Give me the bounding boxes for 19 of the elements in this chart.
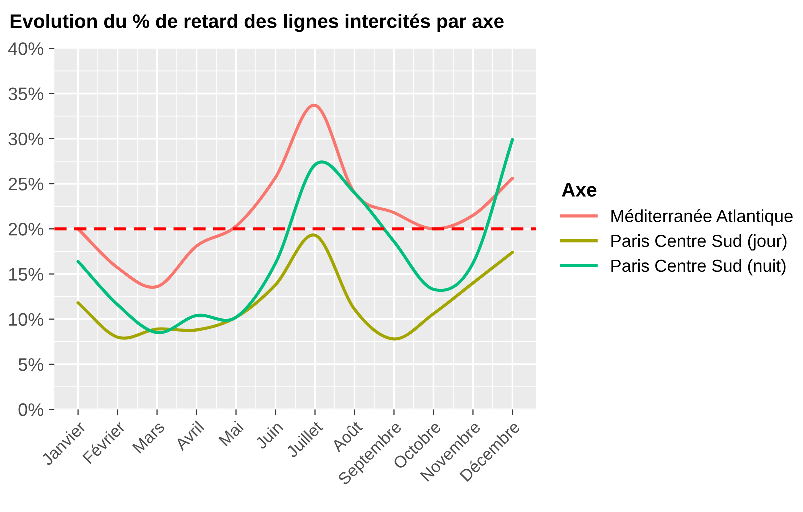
y-tick-label: 25% — [8, 178, 44, 191]
x-tick-label: Juin — [254, 420, 284, 450]
y-tick-label: 0% — [18, 404, 44, 416]
y-tick-label: 5% — [18, 358, 44, 372]
line-series — [76, 138, 514, 334]
legend-label: Paris Centre Sud (nuit) — [612, 259, 786, 276]
line-series — [76, 104, 514, 289]
y-tick-label: 20% — [8, 223, 44, 236]
legend-label: Paris Centre Sud (jour) — [612, 234, 787, 251]
y-tick-label: 15% — [9, 268, 44, 281]
legend-title: Axe — [562, 183, 597, 197]
y-tick-label: 35% — [8, 88, 44, 100]
y-tick-label: 30% — [8, 132, 44, 146]
y-tick-label: 10% — [9, 313, 44, 326]
line-series — [76, 234, 514, 341]
x-tick-label: Mai — [218, 420, 244, 447]
chart-title: Evolution du % de retard des lignes intercités par axe — [10, 14, 504, 32]
legend-label: Méditerranée Atlantique — [612, 209, 793, 226]
y-tick-label: 40% — [8, 42, 44, 56]
